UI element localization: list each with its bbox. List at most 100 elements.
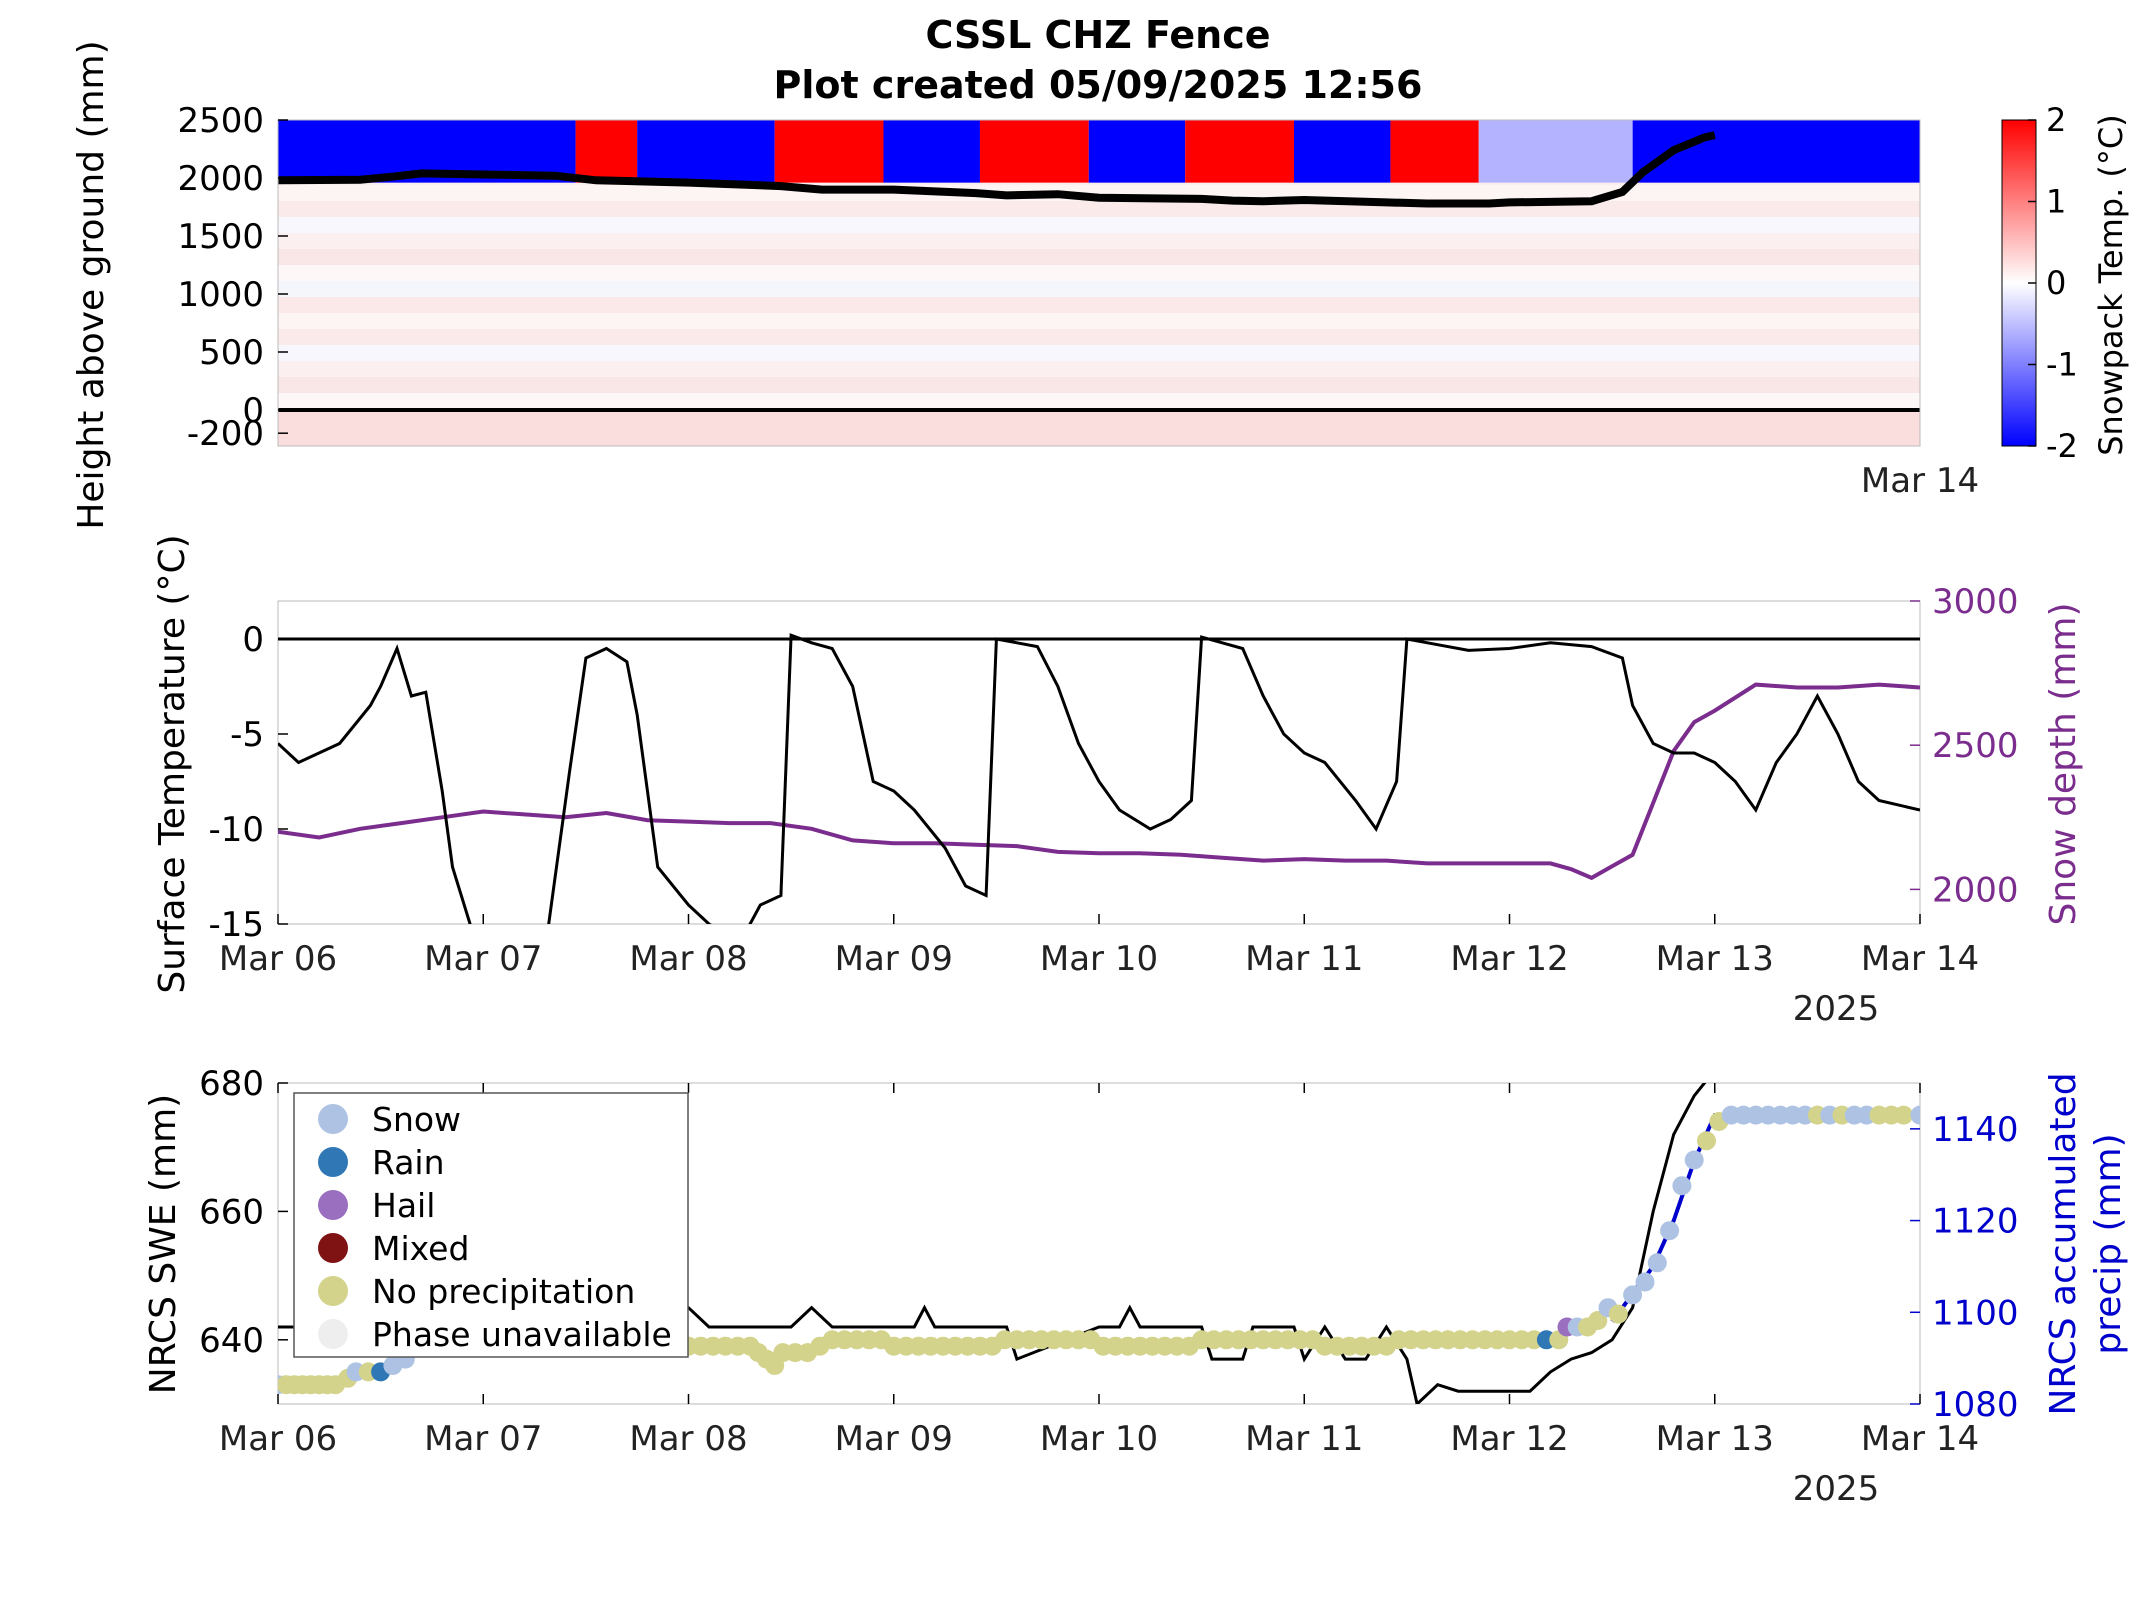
colorbar-tick-label: -2 <box>2046 427 2078 465</box>
swe-x-tick-label: Mar 11 <box>1245 1419 1363 1459</box>
heatmap-band <box>278 345 1920 361</box>
legend-box <box>293 1092 689 1358</box>
legend-label: Phase unavailable <box>372 1315 672 1354</box>
precip-y-tick-label: 1100 <box>1932 1293 2019 1333</box>
swe-y-tick-label: 680 <box>199 1064 264 1104</box>
temperature-x-tick-label: Mar 13 <box>1656 939 1774 979</box>
swe-x-tick-label: Mar 09 <box>835 1419 953 1459</box>
heatmap-y-tick-label: 1500 <box>177 217 264 257</box>
legend-label: Snow <box>372 1100 461 1139</box>
precip-y-tick-label: 1120 <box>1932 1202 2019 1242</box>
snow-depth-line <box>278 682 1920 881</box>
heatmap-panel: 2500 2000 1500 1000 500 0-200 Height above gr… <box>71 40 1979 529</box>
heatmap-band <box>278 329 1920 345</box>
colorbar-label: Snowpack Temp. (°C) <box>2092 114 2130 456</box>
temperature-y-tick-label: 0 <box>242 620 264 660</box>
heatmap-cell <box>1478 120 1633 183</box>
heatmap-y-tick-label: -200 <box>187 414 264 454</box>
heatmap-band <box>278 265 1920 281</box>
heatmap-y-tick-label: 2000 <box>177 159 264 199</box>
colorbar-tick-label: -1 <box>2046 346 2078 384</box>
heatmap-cell <box>1390 120 1479 183</box>
legend-marker <box>318 1319 348 1349</box>
legend-label: No precipitation <box>372 1272 635 1311</box>
snow-depth-y-label: Snow depth (mm) <box>2043 602 2084 925</box>
heatmap-band <box>278 233 1920 249</box>
swe-x-tick-label: Mar 06 <box>219 1419 337 1459</box>
swe-x-tick-label: Mar 08 <box>629 1419 747 1459</box>
legend-marker <box>318 1147 348 1177</box>
temperature-x-tick-label: Mar 06 <box>219 939 337 979</box>
swe-line <box>278 1083 1707 1404</box>
legend-marker <box>318 1104 348 1134</box>
colorbar: 2 1 0 -1 -2 Snowpack Temp. (°C) <box>2001 101 2130 465</box>
heatmap-cell <box>1293 120 1391 183</box>
precip-y-tick-label: 1080 <box>1932 1385 2019 1425</box>
heatmap-band <box>278 281 1920 297</box>
phase-point <box>1910 1105 1920 1125</box>
swe-y-tick-label: 640 <box>199 1321 264 1361</box>
swe-y-label: NRCS SWE (mm) <box>143 1094 184 1394</box>
figure-subtitle: Plot created 05/09/2025 12:56 <box>774 63 1423 107</box>
legend: Snow Rain Hail Mixed No precipitation Phase u… <box>293 1092 689 1358</box>
heatmap-band <box>278 249 1920 265</box>
swe-y-ticks: 680 660 640 <box>199 1064 288 1361</box>
legend-marker <box>318 1276 348 1306</box>
phase-point <box>1647 1253 1667 1273</box>
legend-marker <box>318 1190 348 1220</box>
heatmap-cell <box>979 120 1089 183</box>
temperature-plot-area <box>277 600 1921 925</box>
snow-depth-y-tick-label: 2500 <box>1932 726 2019 766</box>
snow-depth-y-tick-label: 2000 <box>1932 870 2019 910</box>
heatmap-cell <box>774 120 884 183</box>
temperature-year-label: 2025 <box>1793 989 1880 1029</box>
temperature-y-tick-label: -5 <box>230 715 264 755</box>
heatmap-cell <box>637 120 775 183</box>
phase-point <box>1684 1150 1704 1170</box>
phase-point <box>1635 1272 1655 1292</box>
swe-y-tick-label: 660 <box>199 1192 264 1232</box>
phase-point <box>1672 1176 1692 1196</box>
heatmap-band <box>278 217 1920 233</box>
snow-surface-line <box>278 131 1716 208</box>
temperature-y-tick-label: -15 <box>208 905 264 945</box>
heatmap-y-label: Height above ground (mm) <box>71 40 112 529</box>
phase-point <box>1660 1221 1680 1241</box>
heatmap-y-ticks: 2500 2000 1500 1000 500 0-200 <box>177 101 288 454</box>
colorbar-ticks: 2 1 0 -1 -2 <box>2028 101 2078 465</box>
legend-label: Mixed <box>372 1229 469 1268</box>
phase-point <box>1623 1285 1643 1305</box>
heatmap-y-tick-label: 0 <box>242 391 264 431</box>
precip-y-ticks: 1140 1120 1100 1080 <box>1910 1110 2019 1425</box>
swe-x-tick-label: Mar 07 <box>424 1419 542 1459</box>
temperature-x-tick-label: Mar 12 <box>1450 939 1568 979</box>
phase-point <box>1588 1311 1608 1330</box>
swe-panel: 680 660 640 1140 1120 1100 1080 Mar 06 Mar 07 M… <box>143 1064 2129 1509</box>
swe-x-tick-label: Mar 10 <box>1040 1419 1158 1459</box>
precip-y-label-line2: precip (mm) <box>2088 1133 2129 1354</box>
snow-depth-y-tick-label: 3000 <box>1932 582 2019 622</box>
heatmap-band <box>278 313 1920 329</box>
precip-y-tick-label: 1140 <box>1932 1110 2019 1150</box>
swe-year-label: 2025 <box>1793 1469 1880 1509</box>
heatmap-cell <box>575 120 638 183</box>
heatmap-band <box>278 297 1920 313</box>
heatmap-subsurface-bands <box>278 185 1920 446</box>
heatmap-y-tick-label: 1000 <box>177 275 264 315</box>
temperature-x-tick-label: Mar 08 <box>629 939 747 979</box>
colorbar-tick-label: 0 <box>2046 264 2066 302</box>
heatmap-band <box>278 185 1920 201</box>
swe-x-tick-label: Mar 12 <box>1450 1419 1568 1459</box>
legend-items: Snow Rain Hail Mixed No precipitation Phase u… <box>318 1100 672 1354</box>
heatmap-cell <box>1088 120 1186 183</box>
heatmap-cell <box>883 120 980 183</box>
heatmap-band <box>278 201 1920 217</box>
heatmap-frame <box>277 119 1921 447</box>
phase-point <box>1894 1105 1914 1125</box>
legend-label: Hail <box>372 1186 435 1225</box>
heatmap-band <box>278 412 1920 446</box>
legend-label: Rain <box>372 1143 445 1182</box>
temperature-x-tick-label: Mar 14 <box>1861 939 1979 979</box>
heatmap-y-tick-label: 2500 <box>177 101 264 141</box>
colorbar-tick-label: 1 <box>2046 183 2066 221</box>
